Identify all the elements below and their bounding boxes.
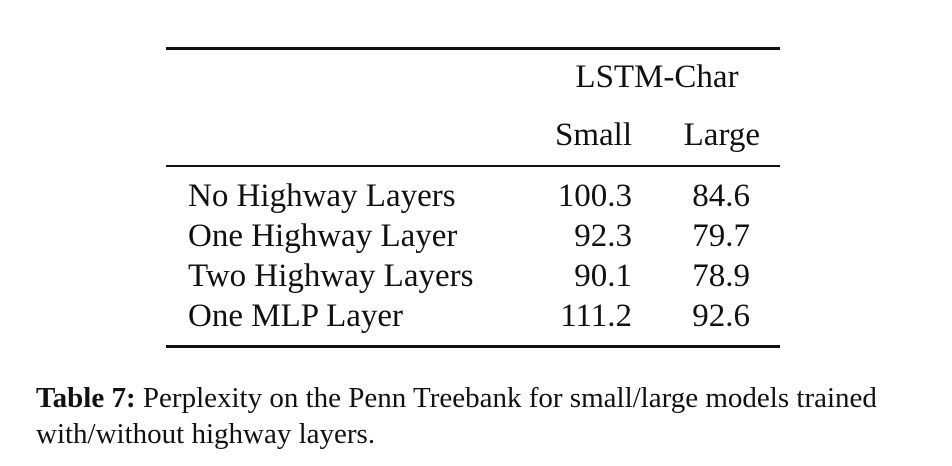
cell-small: 111.2 xyxy=(560,298,632,334)
column-header-large: Large xyxy=(683,117,760,153)
cell-small: 90.1 xyxy=(574,258,632,294)
cell-large: 79.7 xyxy=(692,218,750,254)
cell-large: 84.6 xyxy=(692,178,750,214)
caption-label: Table 7: xyxy=(36,382,136,414)
table-mid-rule xyxy=(166,165,780,167)
group-header: LSTM-Char xyxy=(575,59,739,95)
cell-large: 92.6 xyxy=(692,298,750,334)
cell-large: 78.9 xyxy=(692,258,750,294)
row-label: One Highway Layer xyxy=(188,218,458,254)
table-top-rule xyxy=(166,47,780,50)
column-header-small: Small xyxy=(554,117,632,153)
table-caption: Table 7: Perplexity on the Penn Treebank… xyxy=(36,380,916,452)
cell-small: 92.3 xyxy=(574,218,632,254)
row-label: One MLP Layer xyxy=(188,298,404,334)
row-label: Two Highway Layers xyxy=(188,258,474,294)
caption-text: Perplexity on the Penn Treebank for smal… xyxy=(36,382,877,450)
table-bottom-rule xyxy=(166,345,780,348)
row-label: No Highway Layers xyxy=(188,178,456,214)
cell-small: 100.3 xyxy=(557,178,632,214)
